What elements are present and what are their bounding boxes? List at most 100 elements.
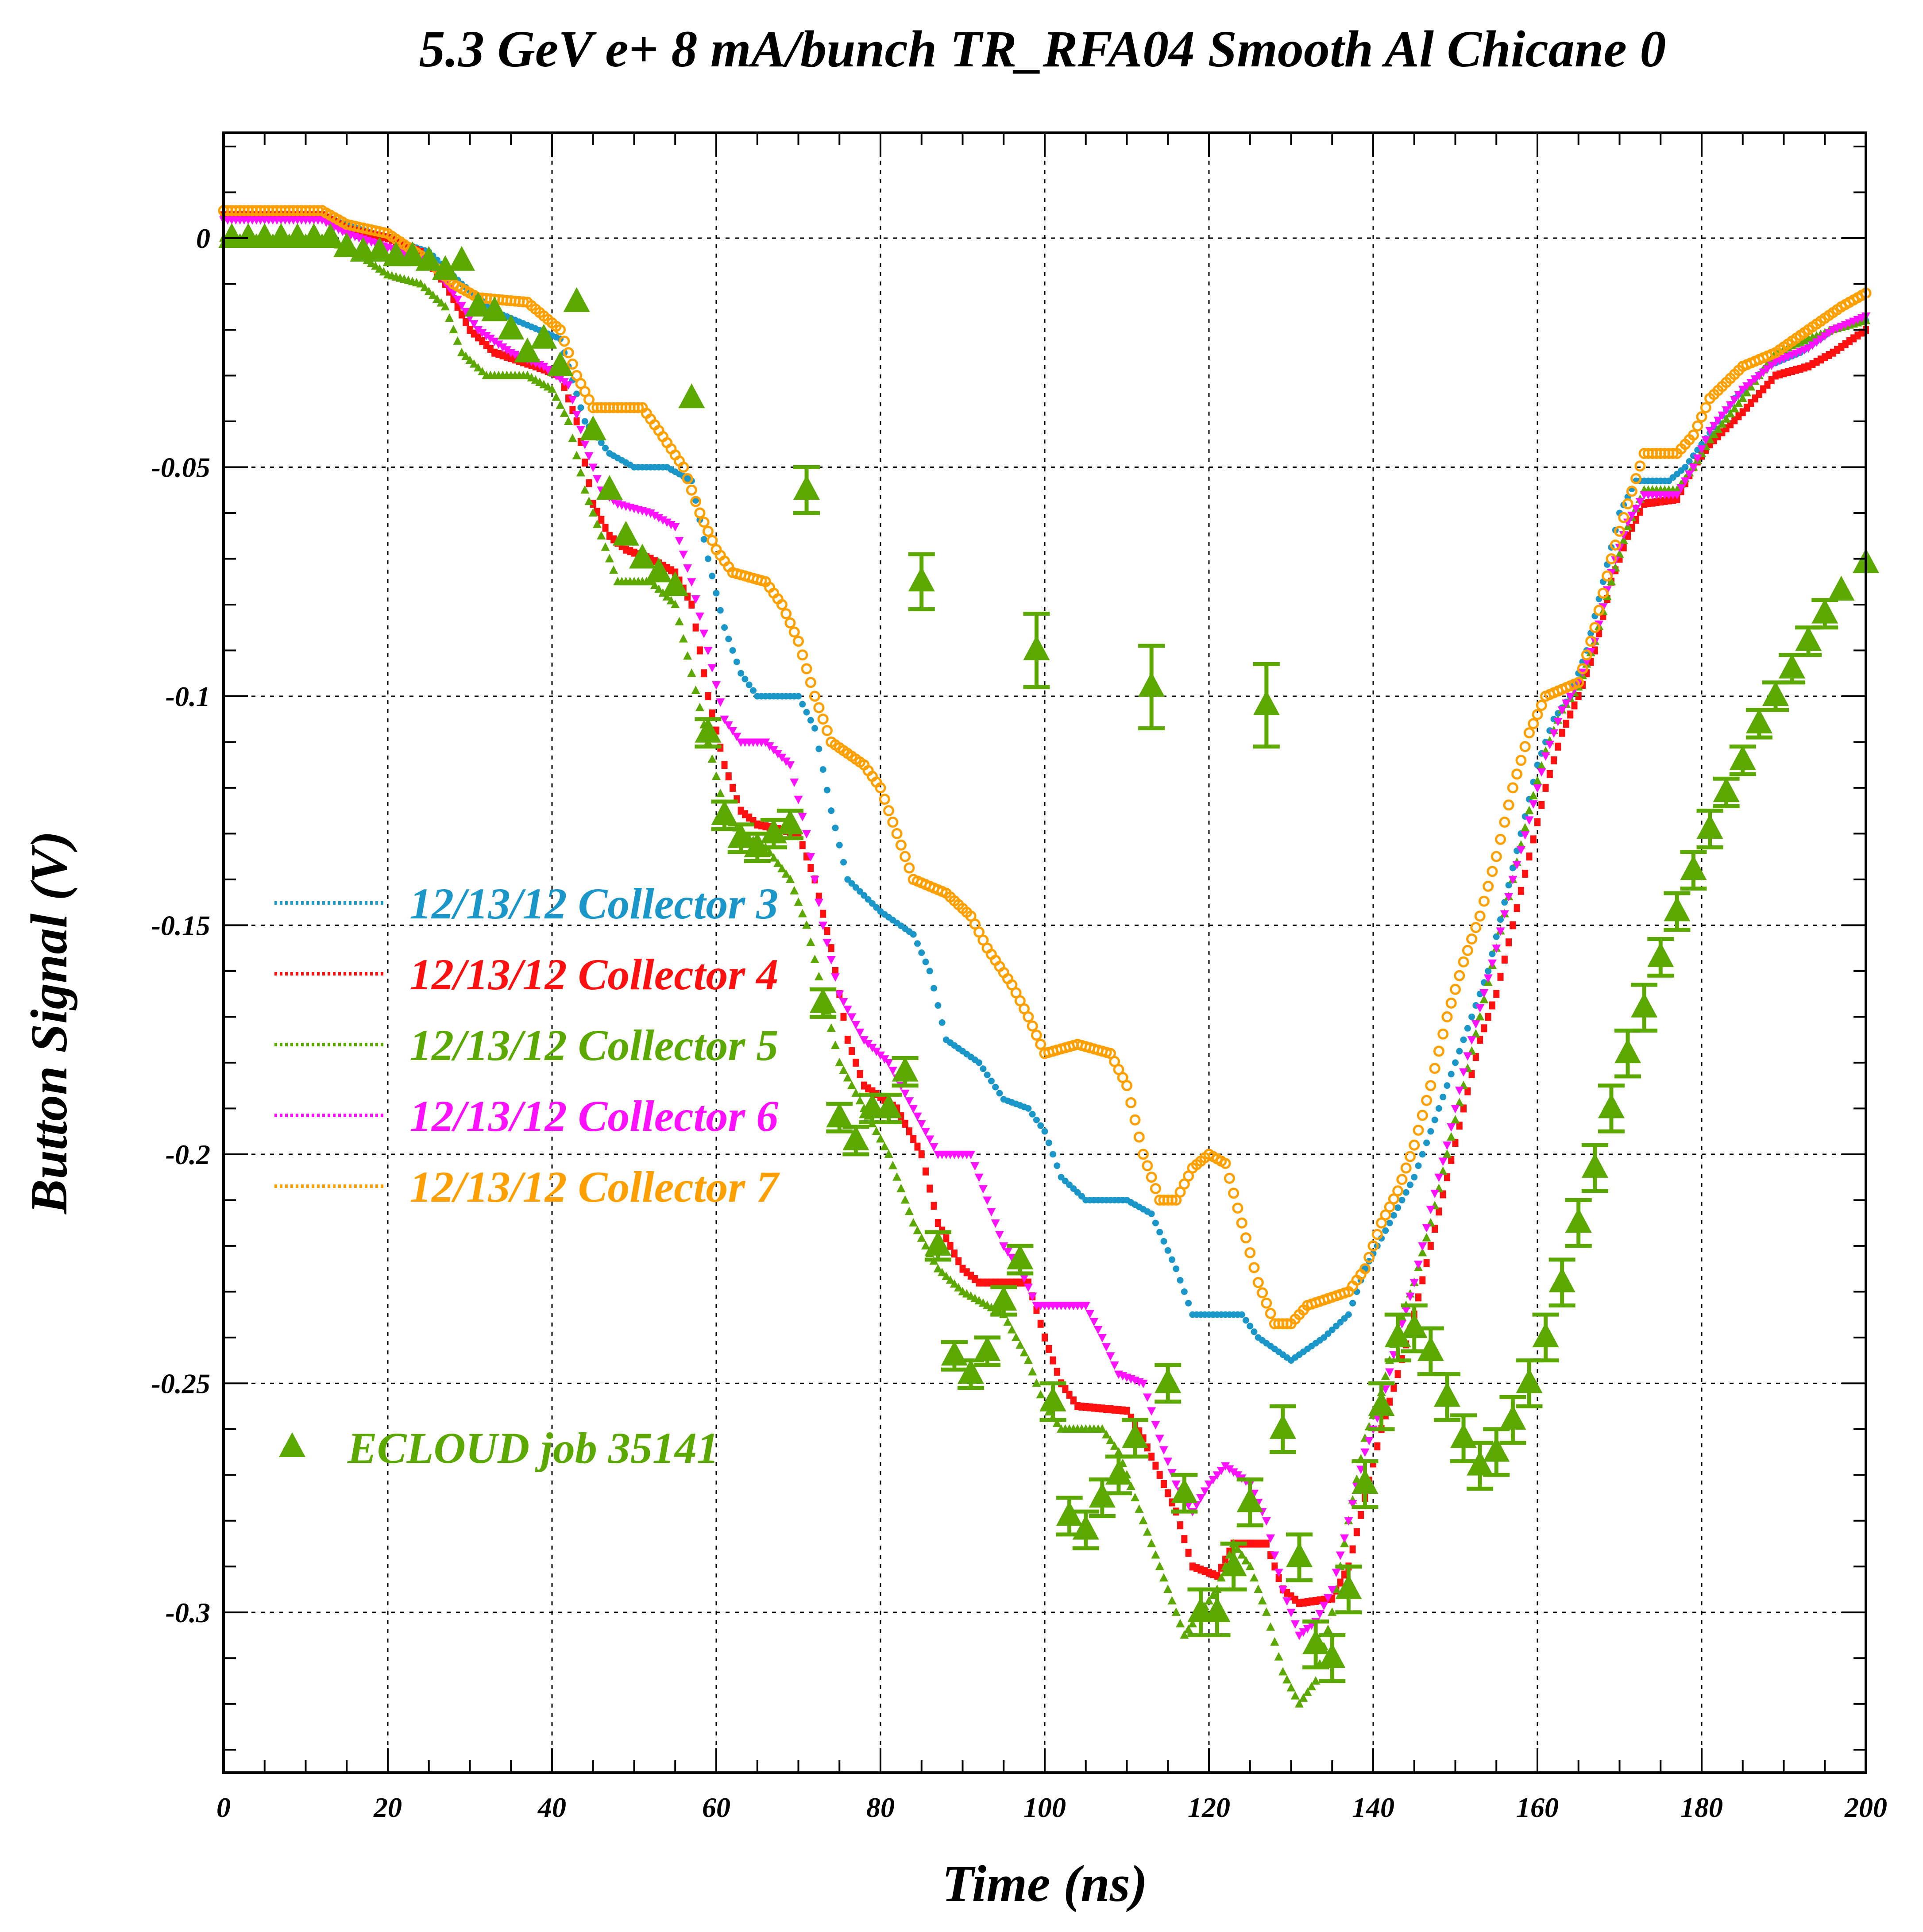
data-point bbox=[942, 1271, 951, 1280]
data-point bbox=[432, 294, 442, 303]
data-point bbox=[822, 939, 832, 948]
data-point bbox=[913, 1226, 922, 1234]
data-point bbox=[803, 709, 810, 716]
data-point bbox=[1529, 800, 1538, 809]
data-point bbox=[1131, 1493, 1140, 1502]
data-point bbox=[568, 433, 577, 442]
data-point bbox=[1238, 1311, 1245, 1318]
data-point bbox=[1152, 1462, 1159, 1470]
data-point bbox=[1315, 1610, 1324, 1619]
data-point bbox=[806, 853, 815, 862]
data-point bbox=[1451, 1115, 1460, 1124]
data-point bbox=[730, 783, 736, 792]
data-point bbox=[1530, 835, 1537, 844]
data-point bbox=[560, 408, 569, 417]
data-point bbox=[502, 346, 511, 355]
data-point bbox=[552, 392, 561, 401]
data-point bbox=[777, 864, 787, 872]
data-point bbox=[821, 725, 833, 737]
data-point bbox=[1257, 1287, 1268, 1299]
data-point bbox=[1245, 1562, 1255, 1570]
data-point bbox=[1622, 498, 1633, 509]
data-point bbox=[1555, 742, 1561, 751]
data-point bbox=[1054, 1368, 1060, 1376]
data-point bbox=[1254, 1585, 1263, 1593]
data-point bbox=[976, 1059, 983, 1066]
data-point bbox=[824, 927, 830, 935]
data-point bbox=[1440, 1093, 1447, 1100]
data-point bbox=[1491, 851, 1502, 862]
data-point bbox=[1423, 1259, 1430, 1267]
data-point bbox=[1110, 1361, 1119, 1370]
data-point bbox=[1615, 549, 1624, 558]
data-point bbox=[1474, 910, 1486, 922]
data-point bbox=[926, 968, 933, 975]
data-point bbox=[1495, 833, 1506, 845]
data-point bbox=[514, 337, 541, 362]
data-point bbox=[1472, 1053, 1479, 1061]
data-point bbox=[453, 296, 462, 305]
data-point bbox=[598, 516, 605, 524]
data-point bbox=[453, 336, 462, 345]
data-point bbox=[788, 626, 800, 638]
data-point bbox=[1406, 1181, 1413, 1188]
data-point bbox=[815, 892, 822, 901]
data-point bbox=[1631, 505, 1641, 513]
data-point bbox=[1422, 1224, 1431, 1233]
data-point bbox=[645, 557, 672, 582]
x-tick-label: 80 bbox=[866, 1792, 895, 1823]
data-point bbox=[580, 485, 590, 494]
data-point bbox=[1166, 1194, 1178, 1206]
legend-label: 12/13/12 Collector 3 bbox=[409, 879, 778, 928]
data-point bbox=[1250, 1573, 1259, 1582]
data-point bbox=[1041, 1128, 1048, 1135]
data-point bbox=[1072, 1515, 1099, 1540]
data-point bbox=[1037, 1319, 1044, 1328]
data-point bbox=[843, 1073, 852, 1082]
data-point bbox=[371, 261, 380, 270]
data-point bbox=[1561, 699, 1571, 708]
data-point bbox=[1385, 1368, 1394, 1377]
data-point bbox=[1714, 424, 1723, 433]
data-point bbox=[1402, 1189, 1409, 1196]
data-point bbox=[399, 241, 426, 266]
data-point bbox=[1430, 1189, 1440, 1198]
data-point bbox=[1730, 396, 1739, 405]
data-point bbox=[1386, 1219, 1393, 1226]
data-point bbox=[1434, 1173, 1444, 1182]
data-point bbox=[855, 1096, 865, 1105]
data-point bbox=[1419, 1276, 1426, 1284]
data-point bbox=[888, 1067, 897, 1076]
data-point bbox=[1726, 409, 1735, 418]
data-point bbox=[1738, 386, 1747, 394]
data-point bbox=[1033, 1116, 1040, 1123]
data-point bbox=[1012, 1332, 1021, 1341]
data-point bbox=[1418, 1248, 1427, 1257]
data-point bbox=[609, 565, 618, 574]
data-point bbox=[1456, 1048, 1463, 1055]
data-point bbox=[1745, 709, 1772, 734]
data-point bbox=[1105, 1460, 1132, 1485]
data-point bbox=[1192, 1501, 1201, 1510]
data-point bbox=[567, 359, 578, 370]
data-point bbox=[691, 686, 700, 694]
data-point bbox=[530, 324, 557, 349]
data-point bbox=[1368, 1391, 1395, 1416]
data-point bbox=[1471, 1020, 1480, 1029]
data-point bbox=[1394, 1204, 1402, 1211]
data-point bbox=[1437, 1028, 1449, 1040]
data-point bbox=[1485, 968, 1492, 975]
data-point bbox=[1148, 1452, 1155, 1461]
data-point bbox=[1483, 880, 1494, 892]
data-point bbox=[498, 343, 507, 352]
data-point bbox=[917, 1120, 926, 1129]
data-point bbox=[970, 1162, 980, 1171]
data-point bbox=[1585, 636, 1597, 647]
data-point bbox=[1438, 1157, 1448, 1166]
data-point bbox=[1458, 956, 1469, 968]
data-point bbox=[1003, 1317, 1012, 1326]
data-point bbox=[1358, 1511, 1364, 1519]
data-point bbox=[1252, 1277, 1264, 1288]
data-point bbox=[1619, 536, 1628, 544]
data-point bbox=[416, 279, 425, 288]
